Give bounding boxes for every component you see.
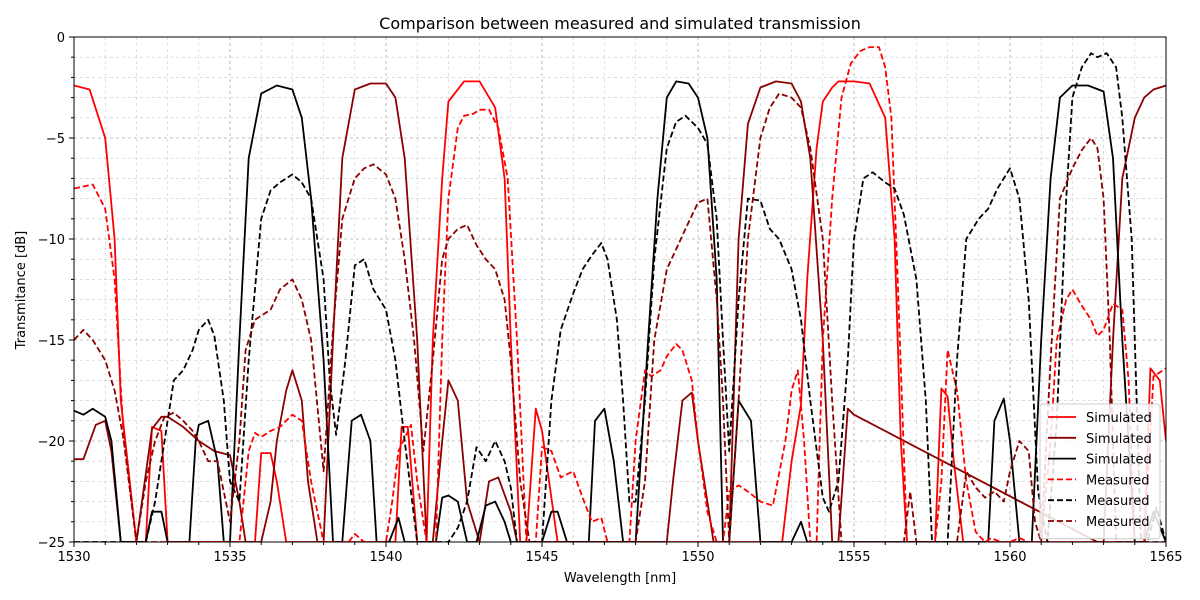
plot-frame [73, 36, 1167, 543]
x-axis-label: Wavelength [nm] [564, 571, 676, 586]
legend: Simulated Simulated Simulated Measured Measu… [1039, 403, 1161, 540]
legend-label: Measured [1086, 515, 1150, 530]
ticks: 1530 1535 1540 1545 1550 1555 1560 1565 0 −5 −10 −1… [38, 31, 1183, 565]
series-layer [74, 46, 1166, 542]
x-tick-label: 1535 [213, 550, 246, 565]
series-line-3 [74, 80, 1166, 542]
series-line-5 [74, 52, 1166, 542]
x-tick-label: 1530 [57, 550, 90, 565]
series-line-1 [74, 80, 1166, 542]
x-tick-label: 1555 [837, 550, 870, 565]
legend-label: Measured [1086, 494, 1150, 509]
x-tick-label: 1565 [1149, 550, 1182, 565]
legend-label: Simulated [1086, 453, 1152, 468]
y-axis-label: Transmitance [dB] [14, 231, 29, 351]
y-tick-label: −5 [46, 132, 65, 147]
y-tick-label: −25 [38, 536, 65, 551]
chart-title: Comparison between measured and simulate… [379, 14, 861, 33]
series-line-4 [74, 46, 1166, 542]
legend-label: Simulated [1086, 411, 1152, 426]
y-tick-label: −15 [38, 334, 65, 349]
y-tick-label: −20 [38, 435, 65, 450]
x-tick-label: 1545 [525, 550, 558, 565]
legend-label: Simulated [1086, 432, 1152, 447]
x-tick-label: 1550 [681, 550, 714, 565]
legend-label: Measured [1086, 473, 1150, 488]
y-tick-label: −10 [38, 233, 65, 248]
x-tick-label: 1540 [369, 550, 402, 565]
y-tick-label: 0 [57, 31, 65, 46]
x-tick-label: 1560 [993, 550, 1026, 565]
